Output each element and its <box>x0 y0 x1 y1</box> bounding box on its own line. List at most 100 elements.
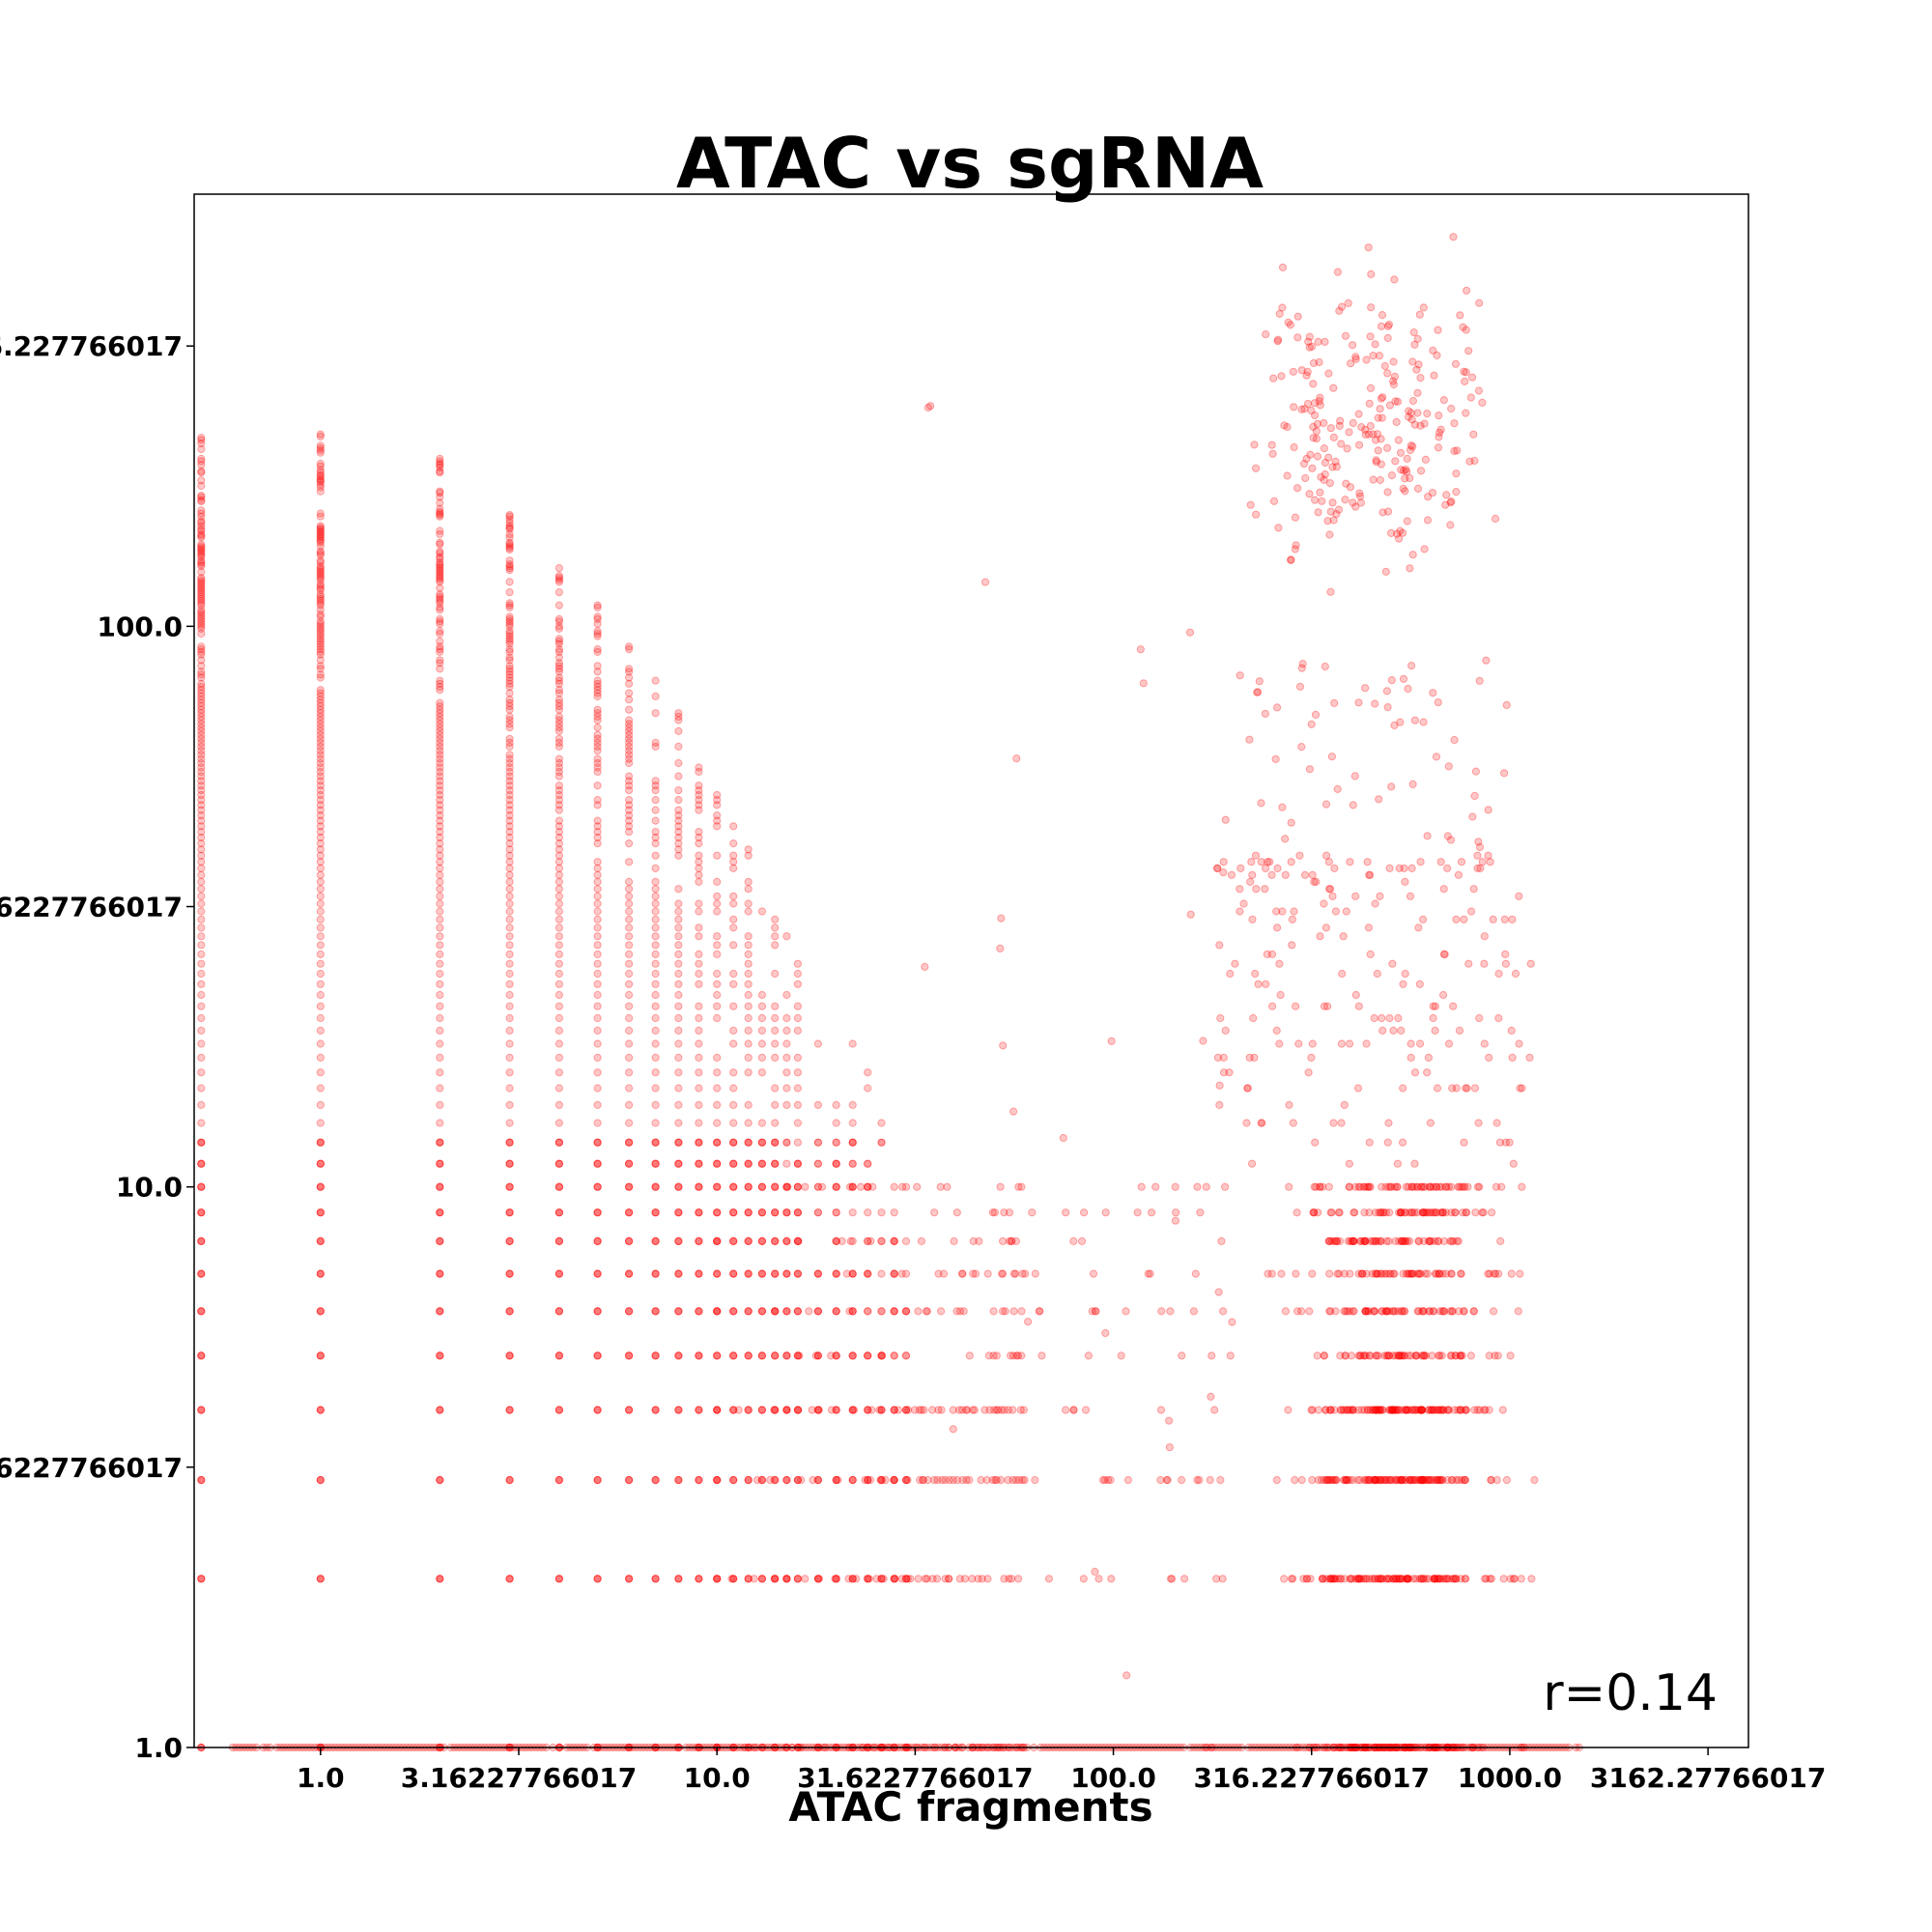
data-point <box>1376 405 1384 413</box>
data-point <box>593 716 602 724</box>
data-point <box>952 1208 961 1217</box>
data-point <box>593 1138 602 1147</box>
data-point <box>505 1182 514 1191</box>
data-point <box>625 1476 634 1485</box>
x-tick-label: 1000.0 <box>1458 1762 1562 1794</box>
data-point <box>771 1182 780 1191</box>
data-point <box>958 1476 967 1485</box>
data-point <box>1272 1476 1281 1485</box>
data-point <box>1403 454 1411 463</box>
data-point <box>436 594 444 603</box>
data-point <box>757 1269 767 1278</box>
data-point <box>1354 1002 1363 1010</box>
data-point <box>651 1013 660 1023</box>
data-point <box>1258 1119 1266 1127</box>
data-point <box>436 969 444 979</box>
data-point <box>1009 1107 1018 1116</box>
data-point <box>864 1068 872 1077</box>
data-point <box>554 601 564 610</box>
data-point <box>316 477 325 486</box>
data-point <box>1384 1476 1393 1485</box>
data-point <box>197 1406 206 1414</box>
data-point <box>197 1575 206 1583</box>
data-point <box>593 619 602 628</box>
data-point <box>197 1002 206 1010</box>
data-point <box>1217 1236 1226 1246</box>
data-point <box>197 1575 206 1583</box>
data-point <box>316 816 325 825</box>
data-point <box>316 1138 325 1147</box>
data-point <box>316 1236 325 1246</box>
y-axis-ticks: 1.03.1622776601710.031.6227766017100.031… <box>0 330 194 1764</box>
data-point <box>1136 645 1145 654</box>
data-point <box>877 1208 886 1217</box>
data-point <box>757 1002 767 1010</box>
data-point <box>436 540 444 549</box>
data-point <box>1333 1269 1342 1278</box>
data-point <box>197 1575 206 1583</box>
data-point <box>197 491 206 500</box>
data-point <box>1355 489 1364 497</box>
data-point <box>1309 1208 1318 1217</box>
data-point <box>1394 436 1403 444</box>
data-point <box>554 851 564 860</box>
data-point <box>1122 1671 1131 1680</box>
data-point <box>316 1307 325 1316</box>
data-point <box>1354 410 1363 418</box>
data-point <box>1469 885 1478 894</box>
data-point <box>879 1575 888 1583</box>
data-point <box>436 1476 444 1485</box>
data-point <box>436 959 444 968</box>
data-point <box>554 716 564 724</box>
data-point <box>316 845 325 854</box>
data-point <box>922 1307 931 1316</box>
data-point <box>771 1269 780 1278</box>
data-point <box>1436 858 1445 867</box>
data-point <box>1178 1351 1186 1360</box>
data-point <box>554 1138 564 1147</box>
data-point <box>436 877 444 887</box>
data-point <box>674 1119 683 1127</box>
data-point <box>625 1208 634 1217</box>
data-point <box>197 562 206 571</box>
data-point <box>554 1208 564 1217</box>
data-point <box>505 716 514 724</box>
data-point <box>963 1406 972 1414</box>
data-point <box>436 1406 444 1414</box>
data-point <box>316 509 325 518</box>
data-point <box>793 1208 803 1217</box>
data-point <box>1366 384 1376 392</box>
data-point <box>713 1084 722 1093</box>
data-point <box>674 1039 683 1048</box>
data-point <box>877 1138 886 1147</box>
data-point <box>593 1084 602 1093</box>
data-point <box>695 1100 703 1110</box>
data-point <box>505 870 514 879</box>
data-point <box>505 806 514 814</box>
data-point <box>744 1026 753 1036</box>
data-point <box>505 796 514 805</box>
data-point <box>1009 1307 1018 1316</box>
data-point <box>831 1575 839 1583</box>
data-point <box>848 1039 857 1048</box>
data-point <box>651 828 660 837</box>
data-point <box>1351 892 1360 900</box>
data-point <box>674 959 683 968</box>
data-point <box>316 480 325 489</box>
data-point <box>436 614 444 624</box>
data-point <box>999 1041 1008 1050</box>
data-point <box>316 801 325 810</box>
data-point <box>554 1100 564 1110</box>
data-point <box>1462 326 1470 334</box>
data-point <box>197 617 206 626</box>
data-point <box>316 730 325 739</box>
data-point <box>197 763 206 772</box>
data-point <box>316 1100 325 1110</box>
data-point <box>1509 1159 1518 1168</box>
data-point <box>814 1406 824 1414</box>
data-point <box>1186 910 1195 919</box>
data-point <box>651 1307 660 1316</box>
data-point <box>197 950 206 959</box>
data-point <box>1262 864 1270 873</box>
data-point <box>1464 959 1473 968</box>
